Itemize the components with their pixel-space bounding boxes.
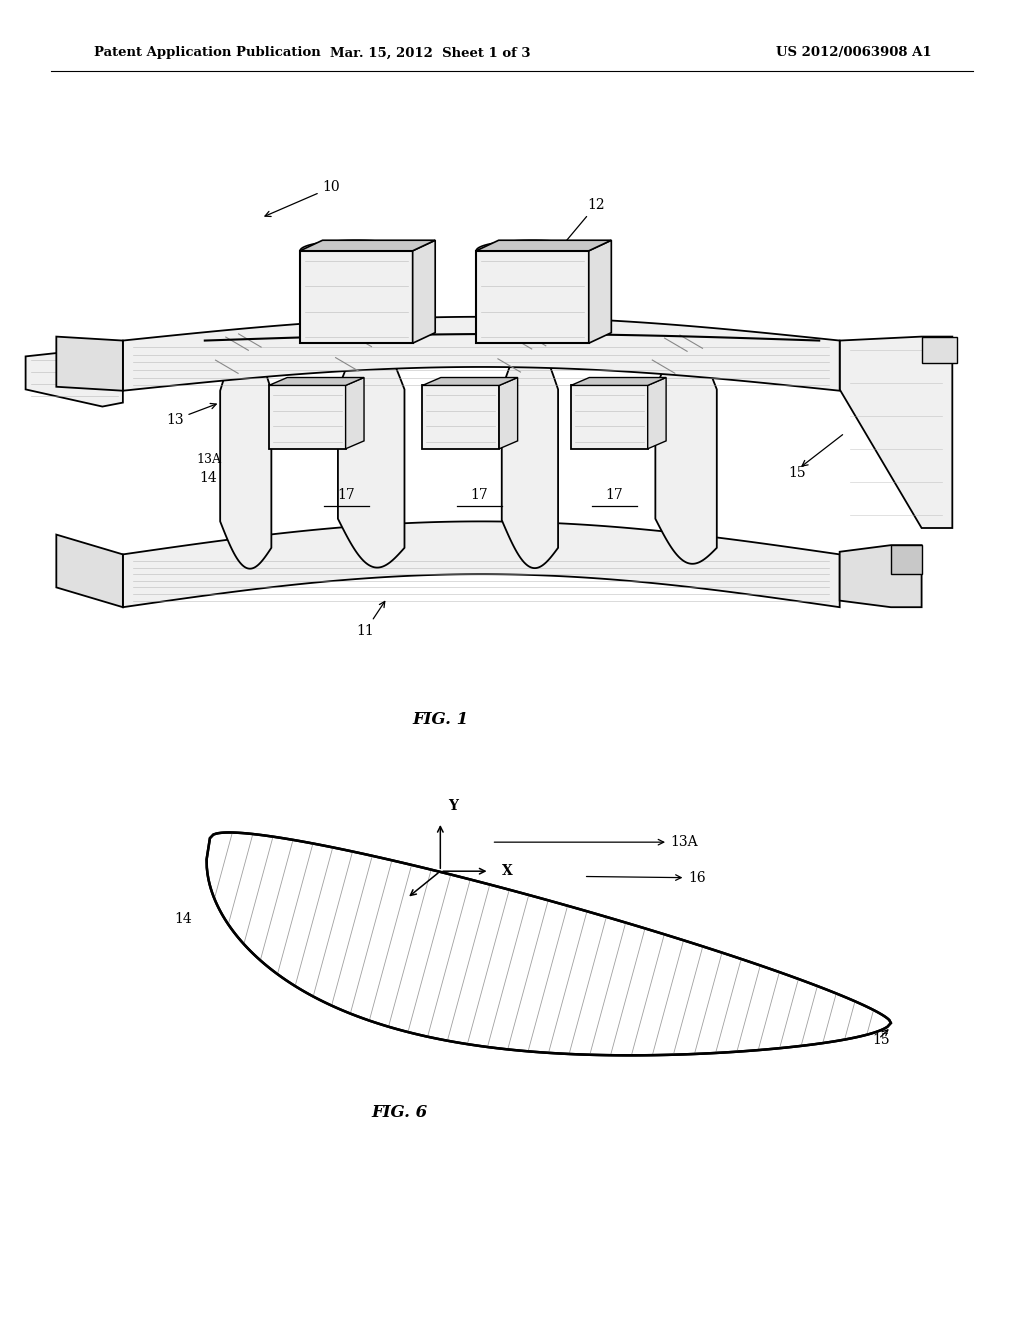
Text: 17: 17 [337, 488, 355, 502]
Text: 18: 18 [172, 350, 189, 363]
Polygon shape [300, 251, 413, 343]
Text: 15: 15 [788, 466, 806, 479]
Text: 10: 10 [265, 181, 340, 216]
Text: Mar. 15, 2012  Sheet 1 of 3: Mar. 15, 2012 Sheet 1 of 3 [330, 46, 530, 59]
Text: 14: 14 [200, 471, 217, 484]
Text: 18: 18 [635, 347, 652, 360]
Text: Y: Y [449, 799, 459, 813]
Polygon shape [500, 378, 517, 449]
Polygon shape [56, 535, 123, 607]
Polygon shape [56, 337, 123, 391]
Polygon shape [338, 334, 404, 568]
Text: 13A: 13A [197, 453, 221, 466]
Text: 13A: 13A [495, 836, 698, 849]
Text: Patent Application Publication: Patent Application Publication [94, 46, 321, 59]
Polygon shape [476, 240, 611, 251]
Text: US 2012/0063908 A1: US 2012/0063908 A1 [776, 46, 932, 59]
Polygon shape [268, 378, 365, 385]
Polygon shape [476, 240, 589, 251]
Polygon shape [476, 251, 589, 343]
Text: 17: 17 [605, 488, 624, 502]
Text: 15: 15 [872, 1034, 890, 1047]
Polygon shape [571, 378, 666, 385]
Polygon shape [922, 337, 957, 363]
Text: 17: 17 [470, 488, 488, 502]
Polygon shape [207, 833, 891, 1055]
Polygon shape [655, 339, 717, 564]
Polygon shape [26, 346, 123, 407]
Polygon shape [840, 545, 922, 607]
Text: 11: 11 [356, 602, 385, 638]
Polygon shape [300, 240, 413, 251]
Text: 17: 17 [382, 936, 462, 954]
Polygon shape [300, 240, 435, 251]
Text: FIG. 6: FIG. 6 [372, 1105, 427, 1121]
Polygon shape [571, 385, 647, 449]
Text: 13: 13 [166, 404, 216, 426]
Polygon shape [589, 240, 611, 343]
Polygon shape [413, 240, 435, 343]
Polygon shape [423, 378, 517, 385]
Text: FIG. 1: FIG. 1 [413, 711, 468, 727]
Polygon shape [220, 338, 271, 569]
Polygon shape [891, 545, 922, 574]
Polygon shape [647, 378, 666, 449]
Text: 16: 16 [587, 871, 706, 884]
Polygon shape [502, 337, 558, 568]
Polygon shape [268, 385, 345, 449]
Text: 12: 12 [536, 198, 605, 279]
Polygon shape [840, 337, 952, 528]
Polygon shape [123, 521, 840, 607]
Text: 14: 14 [174, 912, 191, 925]
Polygon shape [123, 317, 840, 391]
Polygon shape [423, 385, 500, 449]
Text: Z: Z [384, 891, 394, 906]
Polygon shape [345, 378, 365, 449]
Text: X: X [502, 865, 512, 878]
